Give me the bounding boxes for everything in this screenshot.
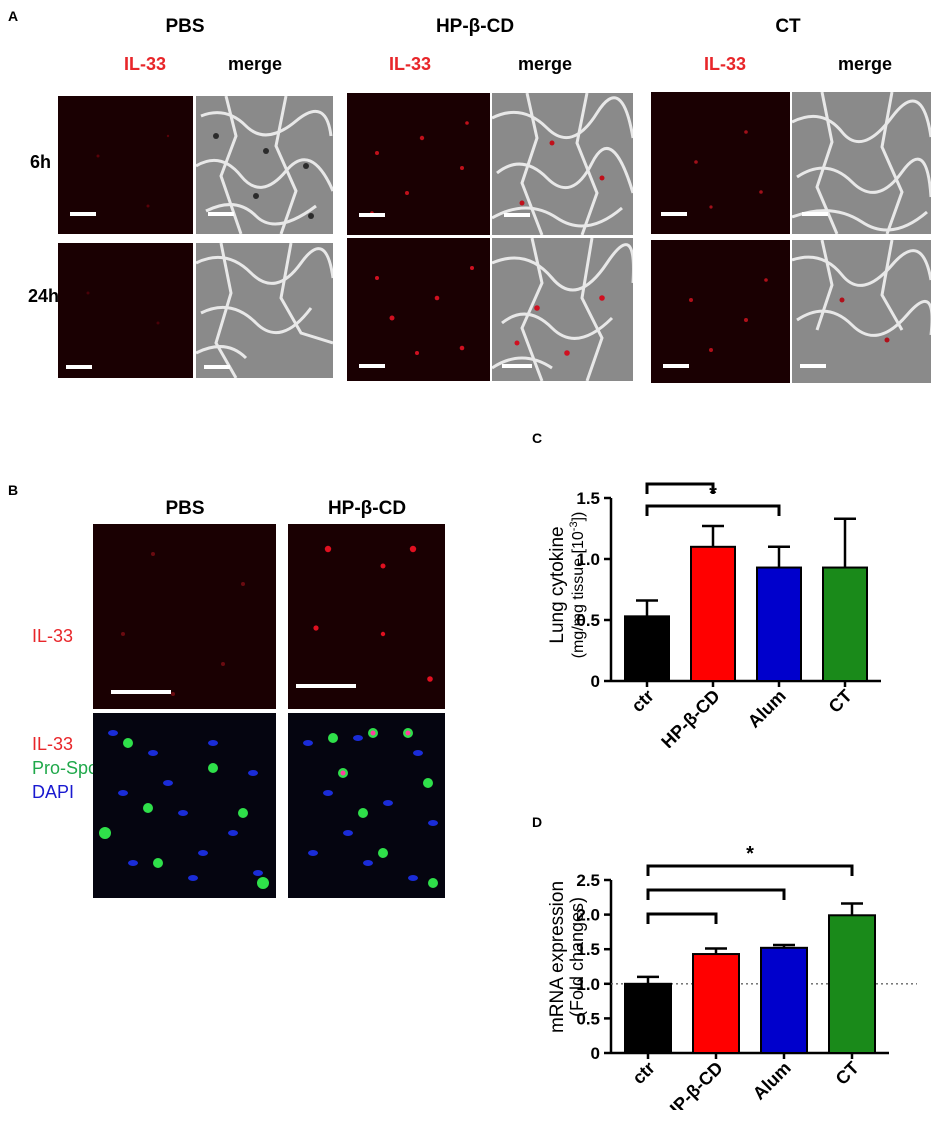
panel-a-merge-label-pbs: merge: [227, 54, 283, 74]
x-tick-label: Alum: [744, 686, 790, 732]
y-tick-label: 1.5: [576, 940, 600, 959]
y-tick-label: 1.0: [576, 975, 600, 994]
panel-c-significance: *: [645, 482, 781, 516]
y-tick-label: 0.5: [576, 611, 600, 630]
x-tick-label: HP-β-CD: [660, 1058, 726, 1110]
bar-0: [624, 615, 670, 682]
panel-b-il33-label: IL-33: [32, 626, 74, 646]
micrograph-ct-merge-24h: [792, 240, 931, 383]
panel-a-merge-label-hpbcd: merge: [517, 54, 573, 74]
scale-bar: [359, 213, 385, 217]
panel-c-bar-chart: C Lung cytokine (mg/mg tissue [10-3]) 0 0…: [532, 430, 881, 748]
panel-b-stain-labels: IL-33 Pro-Spc DAPI: [32, 732, 97, 804]
micrograph-pbs-il33-24h: [58, 243, 193, 378]
micrograph-pbs-il33-6h: [58, 96, 193, 234]
panel-a-title-hpbcd: HP-β-CD: [435, 16, 515, 37]
panel-a-merge-label-ct: merge: [837, 54, 893, 74]
y-tick-label: 1.0: [576, 550, 600, 569]
panel-c-bars: [624, 517, 868, 682]
panel-a-row-label-6h: 6h: [30, 152, 52, 172]
x-tick-label: ctr: [628, 1058, 658, 1088]
x-tick-label: ctr: [627, 686, 657, 716]
y-tick-label: 2.0: [576, 906, 600, 925]
panel-d-ylabel-line2: (Fold changes): [567, 897, 587, 1017]
scale-bar: [802, 212, 828, 216]
bar-2: [760, 946, 808, 1054]
significance-bracket: [646, 912, 718, 924]
x-tick-label: HP-β-CD: [657, 686, 723, 748]
micrograph-hpbcd-il33-6h: [347, 93, 490, 235]
scale-bar: [504, 213, 530, 217]
panel-a-il33-label-ct: IL-33: [703, 54, 746, 74]
panel-c-ylabel-sup: -3: [568, 521, 580, 531]
y-tick-label: 2.5: [576, 871, 600, 890]
bar-1: [690, 545, 736, 682]
scale-bar: [502, 364, 532, 368]
scale-bar: [800, 364, 826, 368]
panel-d-significance: *: [646, 843, 854, 924]
panel-b-title-hpbcd: HP-β-CD: [327, 498, 407, 519]
y-tick-label: 1.5: [576, 489, 600, 508]
panel-c-ylabel-line1: Lung cytokine: [547, 526, 568, 643]
panel-b-title-pbs: PBS: [165, 498, 205, 519]
panel-c-ylabel-main: (mg/mg tissue [10: [570, 531, 587, 658]
micrograph-ct-il33-6h: [651, 92, 790, 234]
micrograph-hpbcd-merge-24h: [492, 238, 633, 381]
micrograph-b-hpbcd-il33: [288, 524, 445, 709]
panel-a-row-label-24h: 24h: [28, 286, 60, 306]
y-tick-label: 0: [591, 672, 600, 691]
panel-a-title-ct: CT: [775, 16, 801, 37]
micrograph-ct-merge-6h: [792, 92, 931, 234]
significance-bracket: [646, 888, 786, 900]
panel-b-dapi-stain-label: DAPI: [32, 782, 75, 802]
y-tick-label: 0.5: [576, 1009, 600, 1028]
panel-c-ylabel-end: ]): [570, 512, 587, 522]
micrograph-hpbcd-il33-24h: [347, 238, 490, 381]
bar-3: [828, 914, 876, 1054]
panel-b-letter: B: [8, 482, 19, 498]
micrograph-pbs-merge-24h: [196, 243, 333, 378]
micrograph-hpbcd-merge-6h: [492, 93, 633, 235]
bar-3: [822, 566, 868, 682]
panel-b-il33-stain-label: IL-33: [32, 734, 74, 754]
y-tick-label: 0: [591, 1044, 600, 1063]
scale-bar: [204, 365, 230, 369]
bar-0: [624, 982, 672, 1054]
x-tick-label: Alum: [749, 1058, 795, 1104]
x-tick-label: CT: [832, 1058, 863, 1089]
panel-a-title-pbs: PBS: [165, 16, 205, 37]
scale-bar: [663, 364, 689, 368]
micrograph-b-hpbcd-merge: [288, 713, 445, 898]
significance-bracket: [645, 504, 781, 516]
significance-bracket: [646, 864, 854, 876]
panel-c-ylabel-line2: (mg/mg tissue [10-3]): [568, 512, 587, 659]
panel-d-bars: [624, 902, 876, 1055]
panel-c-letter: C: [532, 430, 542, 446]
panel-a-il33-label-pbs: IL-33: [123, 54, 166, 74]
panel-d-letter: D: [532, 814, 542, 830]
scale-bar: [661, 212, 687, 216]
significance-star: *: [709, 483, 717, 505]
scale-bar: [359, 364, 385, 368]
panel-a-letter: A: [8, 8, 19, 24]
bar-1: [692, 953, 740, 1055]
micrograph-b-pbs-il33: [93, 524, 276, 709]
significance-star: *: [746, 843, 754, 865]
panel-b-prospc-stain-label: Pro-Spc: [32, 758, 98, 778]
scale-bar: [70, 212, 96, 216]
micrograph-b-pbs-merge: [93, 713, 276, 898]
micrograph-ct-il33-24h: [651, 240, 790, 383]
panel-d-ylabel-line1: mRNA expression: [547, 881, 568, 1033]
significance-bracket: [645, 482, 715, 494]
micrograph-pbs-merge-6h: [196, 96, 333, 234]
scale-bar: [208, 212, 234, 216]
scale-bar: [66, 365, 92, 369]
bar-2: [756, 566, 802, 682]
x-tick-label: CT: [825, 686, 856, 717]
scale-bar: [111, 690, 171, 694]
scale-bar: [296, 684, 356, 688]
panel-a-il33-label-hpbcd: IL-33: [388, 54, 431, 74]
panel-d-bar-chart: D mRNA expression (Fold changes) 0 0.5 1.0…: [532, 814, 917, 1110]
